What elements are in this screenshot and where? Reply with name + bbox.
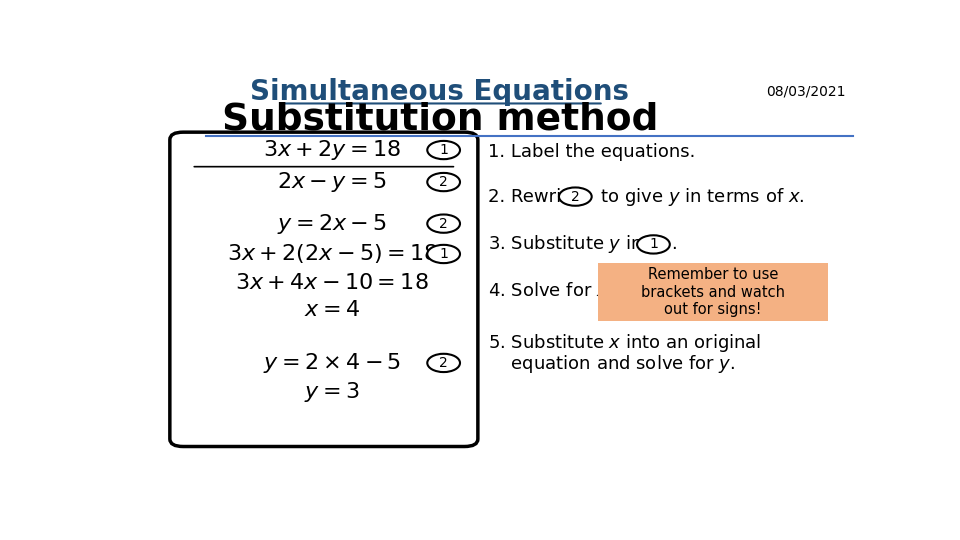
Text: 3. Substitute $y$ into: 3. Substitute $y$ into <box>489 233 662 255</box>
Circle shape <box>559 187 591 206</box>
Text: $y = 2x - 5$: $y = 2x - 5$ <box>277 212 387 235</box>
FancyBboxPatch shape <box>170 132 478 447</box>
Text: $3x + 2y = 18$: $3x + 2y = 18$ <box>263 138 401 162</box>
Text: 2: 2 <box>440 356 448 370</box>
Text: 1: 1 <box>440 143 448 157</box>
Text: .: . <box>671 235 677 253</box>
Circle shape <box>637 235 670 254</box>
Circle shape <box>427 173 460 191</box>
Text: equation and solve for $y$.: equation and solve for $y$. <box>489 353 735 375</box>
Text: Substitution method: Substitution method <box>222 102 659 138</box>
Text: to give $y$ in terms of $x$.: to give $y$ in terms of $x$. <box>594 186 804 207</box>
Text: 2. Rewrite: 2. Rewrite <box>489 187 586 206</box>
Text: $y = 3$: $y = 3$ <box>304 380 360 404</box>
Text: $3x + 2(2x - 5) = 18$: $3x + 2(2x - 5) = 18$ <box>227 242 438 266</box>
Circle shape <box>427 245 460 263</box>
Text: 5. Substitute $x$ into an original: 5. Substitute $x$ into an original <box>489 333 761 354</box>
FancyBboxPatch shape <box>598 263 828 321</box>
Circle shape <box>427 354 460 372</box>
Text: 1. Label the equations.: 1. Label the equations. <box>489 143 696 161</box>
Text: 1: 1 <box>440 247 448 261</box>
Text: $2x - y = 5$: $2x - y = 5$ <box>277 170 387 194</box>
Circle shape <box>427 141 460 159</box>
Text: 2: 2 <box>440 175 448 189</box>
Text: $y = 2 \times 4 - 5$: $y = 2 \times 4 - 5$ <box>263 351 401 375</box>
Text: Simultaneous Equations: Simultaneous Equations <box>251 78 630 106</box>
Text: Remember to use
brackets and watch
out for signs!: Remember to use brackets and watch out f… <box>641 267 785 317</box>
Text: $x = 4$: $x = 4$ <box>304 300 360 320</box>
Text: $3x + 4x - 10 = 18$: $3x + 4x - 10 = 18$ <box>235 273 429 293</box>
Circle shape <box>427 214 460 233</box>
Text: 1: 1 <box>649 238 658 252</box>
Text: 08/03/2021: 08/03/2021 <box>766 85 846 99</box>
Text: 2: 2 <box>571 190 580 204</box>
Text: 2: 2 <box>440 217 448 231</box>
Text: 4. Solve for $x$.: 4. Solve for $x$. <box>489 282 612 300</box>
